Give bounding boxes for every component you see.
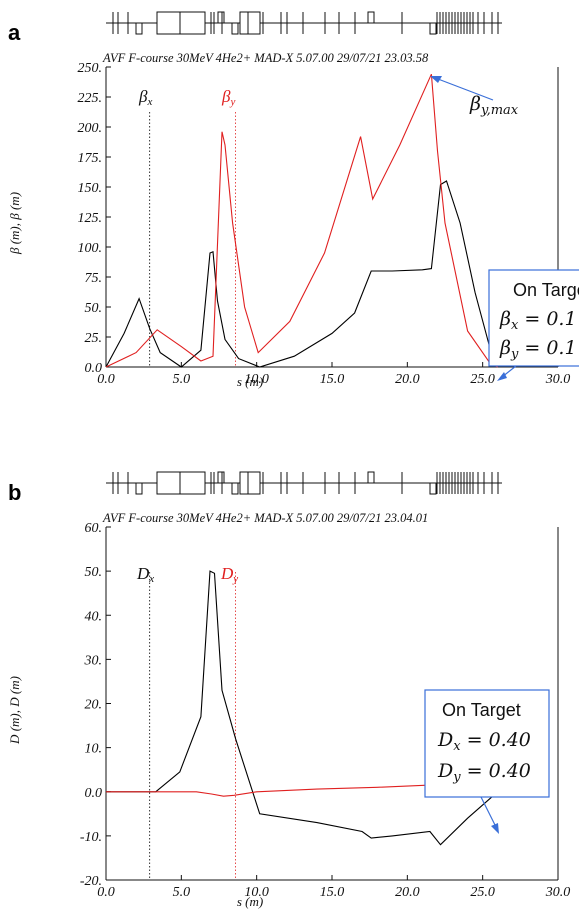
panel-a-y-axis-label: β (m), β (m) xyxy=(7,192,22,255)
lattice-quadrupole xyxy=(135,482,143,495)
x-tick-label: 5.0 xyxy=(173,372,191,387)
panel-a-betamax-arrowhead-icon xyxy=(430,76,442,83)
lattice-dipole xyxy=(239,11,261,35)
panel-b-label-dx: Dx xyxy=(136,564,154,585)
lattice-quadrupole xyxy=(217,471,225,484)
panel-a-letter: a xyxy=(8,20,21,45)
lattice-quadrupole xyxy=(217,11,225,24)
panel-a-axes: 0.0 25. 50. 75. 100. 125. 150. 175. 200. 225. 250.… xyxy=(78,61,571,387)
lattice-quadrupole xyxy=(135,22,143,35)
panel-b-y-axis-label: D (m), D (m) xyxy=(7,676,22,745)
lattice-dipole xyxy=(156,11,206,35)
x-tick-label: 10.0 xyxy=(244,372,269,387)
x-tick-label: 5.0 xyxy=(173,885,191,900)
y-tick-label: 20. xyxy=(85,698,103,713)
y-tick-label: 100. xyxy=(78,241,103,256)
x-tick-label: 15.0 xyxy=(320,885,345,900)
x-tick-label: 30.0 xyxy=(545,372,571,387)
y-tick-label: 25. xyxy=(85,331,103,346)
y-tick-label: 50. xyxy=(85,301,103,316)
panel-b-x-axis-label: s (m) xyxy=(237,894,263,909)
panel-b-dispersion: b AVF F-course 30MeV 4He2+ MAD-X 5.07.00… xyxy=(7,471,571,909)
x-tick-label: 20.0 xyxy=(395,885,420,900)
y-tick-label: 75. xyxy=(85,271,103,286)
lattice-quadrupole xyxy=(231,482,239,495)
panel-a-label-beta-x: βx xyxy=(138,87,152,108)
y-tick-label: 250. xyxy=(78,61,103,76)
lattice-dipole xyxy=(239,471,261,495)
x-tick-label: 10.0 xyxy=(244,885,269,900)
y-tick-label: -10. xyxy=(80,830,102,845)
series-line-βy xyxy=(105,73,498,368)
panel-b-letter: b xyxy=(8,480,21,505)
y-tick-label: 50. xyxy=(85,565,103,580)
y-tick-label: 0.0 xyxy=(85,361,103,376)
x-tick-label: 15.0 xyxy=(320,372,345,387)
panel-b-target-arrow-line xyxy=(480,796,497,828)
panel-a-x-axis-label: s (m) xyxy=(237,374,263,389)
panel-a-betamax-arrow-line xyxy=(437,78,494,101)
panel-a-series-labels: βx βy xyxy=(138,87,235,108)
lattice-quadrupole xyxy=(429,22,437,35)
panel-a-lattice-strip xyxy=(106,11,502,35)
x-tick-label: 20.0 xyxy=(395,372,420,387)
y-tick-label: 225. xyxy=(78,91,103,106)
x-tick-label: 25.0 xyxy=(470,885,495,900)
y-tick-label: 175. xyxy=(78,151,103,166)
x-tick-label: 25.0 xyxy=(470,372,495,387)
y-tick-label: 0.0 xyxy=(85,786,103,801)
y-tick-label: 60. xyxy=(85,521,103,536)
panel-a-beta-functions: a AVF F-course 30MeV 4He2+ MAD-X 5.07.00… xyxy=(7,11,579,389)
panel-a-label-beta-y: βy xyxy=(221,87,235,108)
panel-b-target-box xyxy=(424,689,550,798)
panel-b-lattice-strip xyxy=(106,471,502,495)
panel-a-betamax-label: βy,max xyxy=(469,93,519,118)
y-tick-label: 40. xyxy=(85,609,103,624)
x-tick-label: 0.0 xyxy=(97,885,115,900)
y-tick-label: 125. xyxy=(78,211,103,226)
panel-a-target-arrowhead-icon xyxy=(497,372,507,381)
panel-b-target-title: On Target xyxy=(442,700,521,720)
lattice-quadrupole xyxy=(367,471,375,484)
y-tick-label: 200. xyxy=(78,121,103,136)
y-tick-label: 10. xyxy=(85,742,103,757)
panel-a-target-line2: βy = 0.1 xyxy=(499,337,577,362)
panel-b-header: AVF F-course 30MeV 4He2+ MAD-X 5.07.00 2… xyxy=(102,511,428,525)
panel-a-target-line1: βx = 0.1 xyxy=(499,308,577,333)
panel-b-target-line1: Dx = 0.40 xyxy=(437,729,531,754)
lattice-quadrupole xyxy=(231,22,239,35)
panel-a-target-title: On Targe xyxy=(513,280,579,300)
y-tick-label: -20. xyxy=(80,874,102,889)
panel-b-series-labels: Dx Dy xyxy=(136,564,238,585)
panel-b-target-line2: Dy = 0.40 xyxy=(437,760,531,785)
x-tick-label: 30.0 xyxy=(545,885,571,900)
y-tick-label: 150. xyxy=(78,181,103,196)
series-line-Dx xyxy=(106,570,499,846)
lattice-quadrupole xyxy=(367,11,375,24)
lattice-dipole xyxy=(156,471,206,495)
panel-a-header: AVF F-course 30MeV 4He2+ MAD-X 5.07.00 2… xyxy=(102,51,429,65)
panel-b-label-dy: Dy xyxy=(220,564,238,585)
panel-a-target-box xyxy=(488,269,579,367)
y-tick-label: 30. xyxy=(84,653,103,668)
x-tick-label: 0.0 xyxy=(97,372,115,387)
series-line-βx xyxy=(105,180,499,368)
panel-b-target-arrowhead-icon xyxy=(491,823,499,834)
lattice-quadrupole xyxy=(429,482,437,495)
